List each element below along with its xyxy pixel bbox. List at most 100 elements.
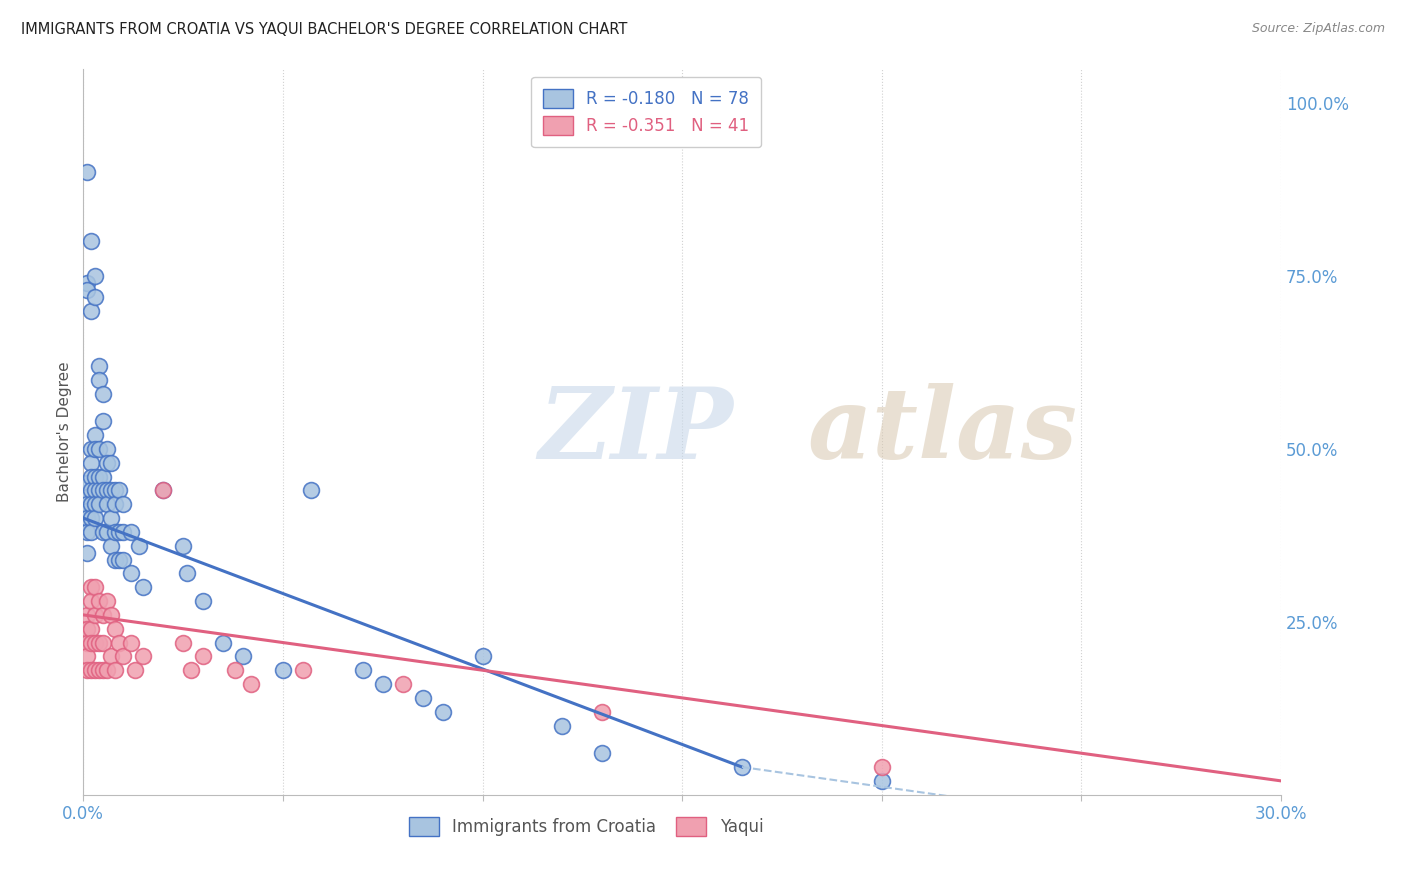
Point (180, 663, 202, 677)
Point (371, 677, 394, 691)
Point (108, 635, 131, 649)
Point (239, 677, 262, 691)
Point (84, 663, 107, 677)
Point (132, 649, 155, 664)
Point (89, 373, 111, 387)
Point (591, 705, 613, 719)
Point (84, 635, 107, 649)
Point (100, 539, 122, 553)
Point (96, 483, 118, 498)
Point (76, 491, 98, 505)
Point (80, 580, 103, 594)
Point (172, 539, 194, 553)
Point (84, 469, 107, 483)
Point (80, 511, 103, 525)
Point (104, 483, 127, 498)
Point (76, 607, 98, 622)
Point (89, 635, 111, 649)
Point (731, 760, 754, 774)
Point (84, 580, 107, 594)
Text: Source: ZipAtlas.com: Source: ZipAtlas.com (1251, 22, 1385, 36)
Point (89, 469, 111, 483)
Point (152, 483, 174, 498)
Point (89, 359, 111, 373)
Point (84, 290, 107, 304)
Point (104, 524, 127, 539)
Point (89, 594, 111, 608)
Point (80, 469, 103, 483)
Point (224, 663, 246, 677)
Point (91, 414, 114, 428)
Point (91, 663, 114, 677)
Point (91, 607, 114, 622)
Point (551, 718, 574, 732)
Point (212, 635, 235, 649)
Point (128, 539, 150, 553)
Point (91, 524, 114, 539)
Point (104, 552, 127, 566)
Point (80, 663, 103, 677)
Point (96, 442, 118, 456)
Point (112, 497, 135, 511)
Point (172, 635, 194, 649)
Point (352, 663, 374, 677)
Point (89, 442, 111, 456)
Point (80, 456, 103, 470)
Point (100, 649, 122, 664)
Point (91, 386, 114, 401)
Point (84, 511, 107, 525)
Point (96, 663, 118, 677)
Point (84, 483, 107, 498)
Point (591, 746, 613, 760)
Text: ZIP: ZIP (538, 384, 734, 480)
Point (108, 483, 131, 498)
Point (76, 497, 98, 511)
Point (80, 442, 103, 456)
Point (84, 497, 107, 511)
Point (100, 456, 122, 470)
Point (89, 483, 111, 498)
Point (100, 483, 122, 498)
Point (471, 649, 494, 664)
Point (91, 469, 114, 483)
Point (76, 663, 98, 677)
Point (112, 524, 135, 539)
Point (124, 663, 146, 677)
Point (89, 663, 111, 677)
Point (100, 511, 122, 525)
Point (76, 165, 98, 179)
Point (100, 607, 122, 622)
Point (76, 504, 98, 518)
Point (176, 566, 198, 581)
Text: atlas: atlas (808, 384, 1078, 480)
Point (96, 497, 118, 511)
Point (870, 760, 893, 774)
Point (104, 622, 127, 636)
Point (76, 276, 98, 290)
Point (76, 511, 98, 525)
Point (299, 483, 322, 498)
Point (91, 483, 114, 498)
Point (870, 773, 893, 788)
Point (76, 476, 98, 491)
Point (96, 456, 118, 470)
Point (132, 580, 155, 594)
Point (120, 566, 142, 581)
Point (104, 497, 127, 511)
Point (96, 594, 118, 608)
Point (80, 497, 103, 511)
Point (76, 649, 98, 664)
Point (76, 622, 98, 636)
Point (112, 649, 135, 664)
Point (432, 705, 454, 719)
Point (76, 283, 98, 297)
Point (191, 649, 214, 664)
Point (104, 663, 127, 677)
Point (112, 552, 135, 566)
Point (120, 524, 142, 539)
Point (80, 635, 103, 649)
Point (80, 303, 103, 318)
Point (108, 524, 131, 539)
Point (391, 677, 413, 691)
Point (76, 524, 98, 539)
